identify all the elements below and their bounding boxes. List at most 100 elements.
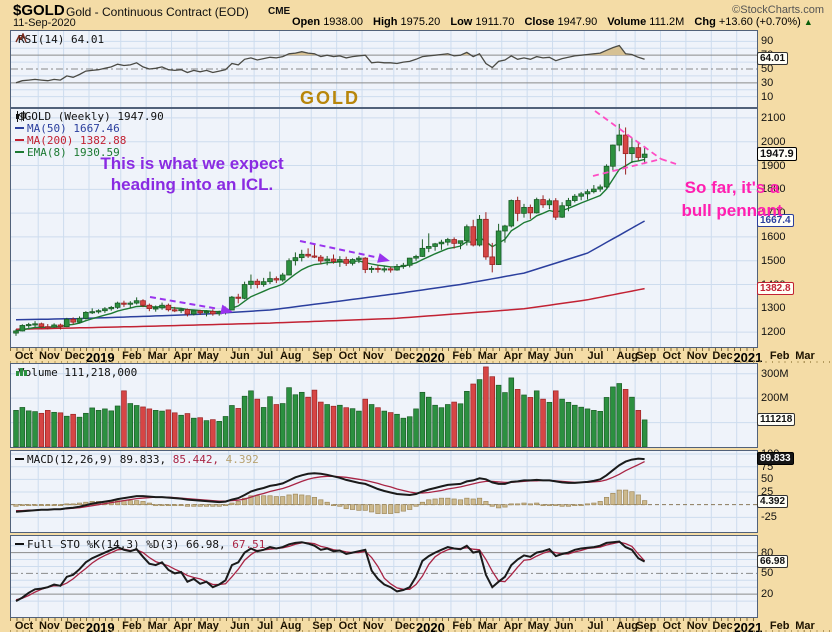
rsi-panel: RSI(14) 64.01 (10, 30, 758, 108)
month-label: Nov (686, 350, 708, 362)
sto-k-line-swatch (15, 543, 24, 545)
month-label: Feb (452, 620, 472, 632)
month-label: Oct (662, 350, 681, 362)
month-label: Apr (173, 350, 193, 362)
month-label: Jul (587, 350, 604, 362)
volume-legend: Volume 111,218,000 (15, 366, 137, 379)
month-label: Mar (147, 350, 168, 362)
chart-date: 11-Sep-2020 (13, 17, 76, 29)
month-label: 2021 (733, 620, 763, 632)
chart-header: $GOLD Gold - Continuous Contract (EOD) C… (0, 0, 832, 29)
month-label: Jul (587, 620, 604, 632)
month-label: Oct (662, 620, 681, 632)
month-label: Sep (312, 350, 333, 362)
price-tag-111218: 111218 (757, 412, 796, 426)
month-label: May (197, 620, 219, 632)
month-label: Jun (553, 350, 574, 362)
month-label: Oct (14, 350, 34, 362)
stochastics-panel: Full STO %K(14,3) %D(3) 66.98, 67.51 (10, 535, 758, 618)
price-tag-4.392: 4.392 (757, 495, 789, 509)
macd-legend-signal: 85.442, (166, 453, 220, 466)
low-value: 1911.70 (475, 16, 515, 28)
price-title: $GOLD (Weekly) 1947.90 (18, 110, 164, 123)
price-tag-64.01: 64.01 (757, 52, 789, 66)
y-axis-tick: -25 (761, 511, 777, 524)
month-label: May (527, 620, 550, 632)
month-label: Mar (147, 620, 168, 632)
macd-legend-main: MACD(12,26,9) 89.833, (27, 453, 167, 466)
price-tag-1947.9: 1947.9 (757, 147, 797, 162)
month-label: Aug (616, 350, 638, 362)
close-value: 1947.90 (557, 16, 598, 28)
month-label: Jun (230, 620, 250, 632)
macd-line-swatch (15, 458, 24, 460)
month-label: Nov (39, 350, 60, 362)
month-label: 2019 (85, 620, 115, 632)
ohlc-quote-bar: Open 1938.00 High 1975.20 Low 1911.70 Cl… (285, 16, 813, 28)
y-axis-tick: 1500 (761, 254, 786, 267)
macd-legend-hist: 4.392 (219, 453, 259, 466)
month-label: Sep (636, 620, 657, 632)
stockcharts-credit: ©StockCharts.com (732, 4, 824, 16)
y-axis-tick: 300M (761, 367, 789, 380)
high-label: High (373, 16, 398, 28)
month-label: Dec (712, 620, 733, 632)
chg-label: Chg (694, 16, 716, 28)
month-label: Nov (362, 350, 384, 362)
ma200-legend-label: MA(200) 1382.88 (27, 134, 127, 147)
month-label: Nov (362, 620, 384, 632)
y-axis-tick: 25 (761, 486, 774, 498)
symbol: $GOLD (13, 2, 65, 19)
month-label: Nov (686, 620, 708, 632)
month-label: Mar (477, 620, 498, 632)
month-label: Oct (338, 620, 358, 632)
month-label: Dec (394, 620, 416, 632)
chg-up-arrow-icon: ▲ (803, 17, 813, 27)
price-tag-89.833: 89.833 (757, 452, 794, 466)
month-label: Jul (257, 350, 274, 362)
open-label: Open (292, 16, 321, 28)
y-axis-tick: 1800 (761, 183, 786, 196)
month-label: Aug (279, 350, 302, 362)
low-label: Low (450, 16, 473, 28)
month-label: Feb (452, 350, 472, 362)
volume-value: 111.2M (649, 16, 685, 28)
x-axis-months-bottom: Oct Nov Dec 2019 Feb Mar Apr May Jun Jul Aug Sep Oct… (10, 618, 832, 632)
month-label: Oct (14, 620, 34, 632)
volume-legend-label: Volume 111,218,000 (18, 366, 138, 379)
macd-panel: MACD(12,26,9) 89.833, 85.442, 4.392 (10, 450, 758, 533)
month-label: Feb (769, 620, 790, 632)
y-axis-tick: 2100 (761, 111, 786, 124)
month-label: Oct (338, 350, 358, 362)
month-label: May (197, 350, 219, 362)
month-label: Aug (279, 620, 302, 632)
price-tag-1382.8: 1382.8 (757, 281, 794, 295)
y-axis-tick: 20 (761, 588, 774, 601)
month-label: Dec (712, 350, 733, 362)
exchange: CME (268, 6, 291, 17)
y-axis-tick: 1300 (761, 302, 786, 315)
month-label: Dec (64, 350, 85, 362)
month-label: Feb (122, 620, 142, 632)
y-axis-tick: 200M (761, 392, 789, 405)
price-legend: $GOLD (Weekly) 1947.90 MA(50) 1667.46 MA… (15, 111, 164, 159)
y-axis-tick: 50 (761, 63, 774, 75)
y-axis-tick: 30 (761, 76, 774, 89)
y-axis-tick: 90 (761, 35, 774, 48)
month-label: Apr (503, 620, 523, 632)
open-value: 1938.00 (323, 16, 363, 28)
y-axis-tick: 10 (761, 90, 774, 103)
volume-label: Volume (607, 16, 647, 28)
y-axis-tick: 1900 (761, 159, 786, 172)
y-axis-tick: 1600 (761, 230, 786, 243)
chg-value: +13.60 (+0.70%) (718, 16, 801, 28)
month-label: Jun (553, 620, 574, 632)
month-label: Nov (39, 620, 60, 632)
month-label: Mar (795, 620, 815, 632)
month-label: Apr (503, 350, 523, 362)
month-label: Sep (636, 350, 657, 362)
price-tag-66.98: 66.98 (757, 554, 789, 568)
sto-legend-main: Full STO %K(14,3) %D(3) 66.98, (27, 538, 226, 551)
x-axis-months-mid: Oct Nov Dec 2019 Feb Mar Apr May Jun Jul Aug Sep Oct… (10, 348, 832, 365)
